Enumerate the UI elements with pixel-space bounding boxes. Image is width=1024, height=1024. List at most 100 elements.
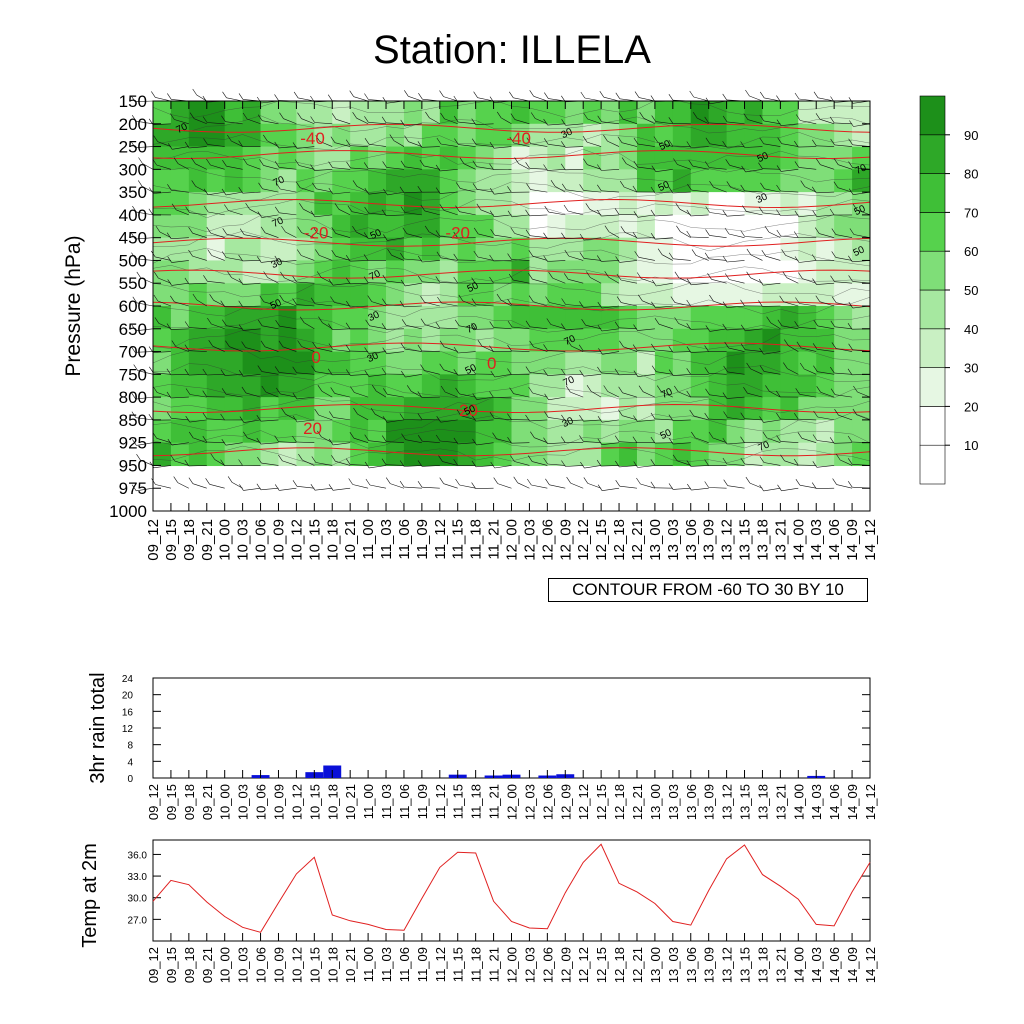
rh-cell bbox=[798, 260, 817, 284]
rh-cell bbox=[332, 419, 351, 444]
wind-barb-flag bbox=[345, 458, 351, 465]
wind-barb bbox=[549, 302, 566, 307]
humidity-contour-label: 70 bbox=[757, 439, 772, 454]
wind-barb bbox=[421, 146, 440, 148]
temp-x-tick-label: 13_09 bbox=[702, 947, 717, 983]
wind-barb-flag bbox=[829, 208, 835, 216]
x-tick-label: 10_18 bbox=[324, 519, 341, 561]
wind-barb bbox=[302, 459, 315, 466]
wind-barb bbox=[265, 391, 279, 398]
wind-barb-flag bbox=[383, 388, 388, 395]
wind-barb bbox=[368, 374, 387, 377]
wind-barb bbox=[583, 305, 602, 308]
wind-barb bbox=[142, 163, 154, 170]
wind-barb-flag bbox=[812, 278, 817, 285]
wind-barb bbox=[568, 255, 584, 261]
wind-barb bbox=[641, 278, 655, 284]
wind-barb-flag bbox=[184, 459, 190, 467]
rh-cell bbox=[708, 169, 728, 193]
rh-cell bbox=[690, 419, 710, 444]
wind-barb-flag bbox=[352, 226, 357, 233]
wind-barb-flag bbox=[420, 364, 425, 371]
wind-barb-flag bbox=[348, 478, 353, 485]
wind-barb-flag bbox=[381, 323, 387, 330]
rh-cell bbox=[332, 146, 351, 170]
wind-barb bbox=[264, 346, 279, 352]
x-tick-label: 12_15 bbox=[593, 519, 610, 561]
wind-barb bbox=[140, 277, 154, 284]
wind-barb-flag bbox=[686, 346, 692, 353]
wind-barb bbox=[590, 390, 602, 398]
x-tick-label: 13_06 bbox=[683, 519, 700, 561]
rh-cell bbox=[726, 283, 746, 307]
wind-barb bbox=[212, 345, 225, 352]
rh-cell bbox=[852, 442, 870, 467]
wind-barb bbox=[476, 396, 494, 400]
rain-y-tick-label: 16 bbox=[122, 707, 134, 718]
humidity-contour-label: 50 bbox=[466, 280, 481, 295]
humidity-contour-label: 30 bbox=[366, 350, 381, 365]
wind-barb bbox=[798, 260, 817, 263]
wind-barb bbox=[247, 437, 261, 443]
wind-barb-flag bbox=[364, 370, 370, 377]
wind-barb-flag bbox=[633, 370, 639, 377]
wind-barb-flag bbox=[742, 205, 747, 212]
wind-barb bbox=[798, 327, 817, 330]
rain-x-tick-label: 10_03 bbox=[236, 784, 251, 820]
wind-barb-flag bbox=[345, 322, 351, 329]
rh-cell bbox=[583, 146, 602, 170]
humidity-contour-line bbox=[153, 281, 870, 298]
wind-barb bbox=[371, 301, 387, 307]
wind-barb-flag bbox=[170, 454, 175, 462]
wind-barb-flag bbox=[184, 321, 190, 328]
wind-barb-flag bbox=[227, 271, 232, 278]
wind-barb bbox=[463, 163, 476, 170]
wind-barb bbox=[242, 191, 261, 194]
wind-barb bbox=[424, 370, 440, 375]
rh-cell bbox=[672, 214, 692, 239]
temp-x-tick-label: 12_12 bbox=[576, 947, 591, 983]
wind-barb bbox=[480, 209, 494, 216]
wind-barb-flag bbox=[686, 323, 691, 330]
wind-barb-flag bbox=[848, 255, 853, 262]
wind-barb bbox=[444, 391, 458, 398]
wind-barb-flag bbox=[331, 227, 336, 234]
wind-barb bbox=[603, 96, 620, 102]
wind-barb bbox=[443, 369, 458, 375]
wind-barb bbox=[296, 281, 315, 284]
y-tick-label: 800 bbox=[119, 388, 147, 407]
wind-barb bbox=[637, 419, 655, 422]
wind-barb-flag bbox=[367, 295, 372, 302]
rh-cell bbox=[170, 306, 190, 330]
wind-barb-flag bbox=[492, 432, 497, 439]
wind-barb-flag bbox=[566, 385, 571, 393]
wind-barb-flag bbox=[632, 344, 638, 351]
rh-cell bbox=[206, 237, 226, 262]
wind-barb bbox=[691, 282, 709, 286]
wind-barb bbox=[189, 394, 207, 398]
wind-barb-flag bbox=[292, 392, 298, 400]
wind-barb bbox=[475, 328, 494, 330]
wind-barb bbox=[226, 325, 243, 330]
wind-barb bbox=[196, 299, 207, 307]
rh-cell bbox=[619, 237, 638, 262]
rh-cell bbox=[314, 419, 333, 444]
wind-barb-flag bbox=[489, 321, 494, 328]
wind-barb bbox=[586, 141, 602, 147]
wind-barb bbox=[368, 212, 387, 216]
wind-barb bbox=[338, 209, 351, 216]
rh-cell bbox=[762, 442, 781, 467]
rh-cell bbox=[260, 169, 280, 193]
wind-barb-flag bbox=[847, 323, 853, 330]
rh-cell bbox=[601, 146, 620, 170]
wind-barb bbox=[835, 257, 853, 261]
wind-barb-flag bbox=[579, 435, 584, 442]
wind-barb-flag bbox=[365, 319, 370, 326]
wind-barb bbox=[745, 169, 763, 173]
wind-barb bbox=[547, 442, 566, 444]
rh-cell bbox=[708, 419, 728, 444]
wind-barb bbox=[261, 371, 279, 375]
wind-barb bbox=[155, 97, 171, 102]
rh-cell bbox=[511, 306, 531, 330]
